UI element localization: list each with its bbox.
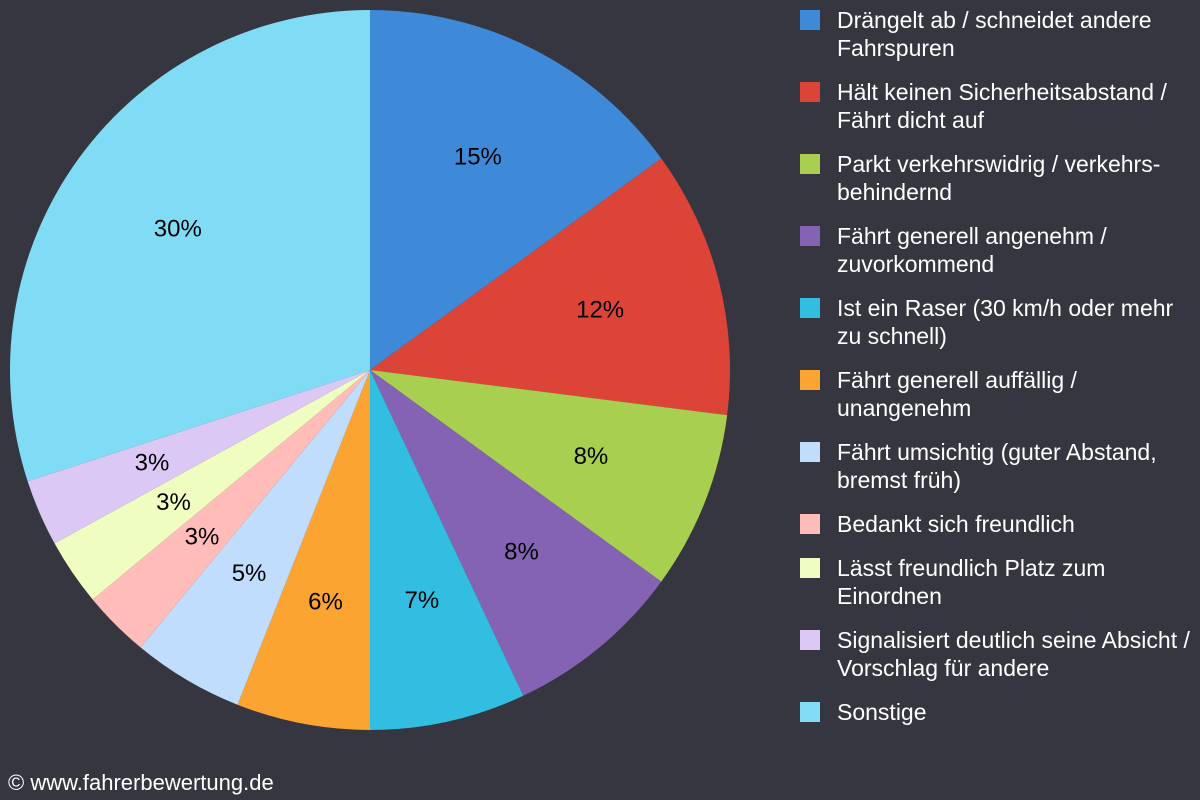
pie-slice xyxy=(370,370,662,696)
legend-label: Signalisiert deutlich seine Absicht / Vo… xyxy=(837,627,1190,681)
pie-area: 15% 12% 8% 8% 7% 6% 5% 3% 3% 3% 30% xyxy=(9,10,731,730)
legend-swatch xyxy=(800,298,820,318)
legend-item: Bedankt sich freundlich xyxy=(800,510,1192,538)
legend-item: Fährt generell auffällig / unangenehm xyxy=(800,366,1192,422)
slice-label: 8% xyxy=(574,443,609,470)
slice-label: 3% xyxy=(135,450,170,477)
slice-label: 15% xyxy=(454,144,502,171)
slice-label: 3% xyxy=(185,523,220,550)
legend-swatch xyxy=(800,558,820,578)
legend-swatch xyxy=(800,226,820,246)
legend-item: Parkt verkehrswidrig / verkehrs-behinder… xyxy=(800,150,1192,206)
legend-label: Hält keinen Sicherheitsabstand / Fährt d… xyxy=(837,79,1167,133)
legend-swatch xyxy=(800,630,820,650)
legend-label: Bedankt sich freundlich xyxy=(837,511,1075,537)
legend: Drängelt ab / schneidet andere Fahrspure… xyxy=(800,6,1192,726)
pie-slice xyxy=(237,370,370,730)
legend-item: Sonstige xyxy=(800,698,1192,726)
pie-slice xyxy=(27,370,370,544)
slice-label: 6% xyxy=(308,589,343,616)
legend-label: Fährt umsichtig (guter Abstand, bremst f… xyxy=(837,439,1157,493)
pie-slice xyxy=(54,370,370,600)
slice-label: 12% xyxy=(576,296,624,323)
legend-swatch xyxy=(800,154,820,174)
legend-swatch xyxy=(800,370,820,390)
legend-swatch xyxy=(800,702,820,722)
legend-item: Signalisiert deutlich seine Absicht / Vo… xyxy=(800,626,1192,682)
legend-item: Fährt umsichtig (guter Abstand, bremst f… xyxy=(800,438,1192,494)
legend-label: Drängelt ab / schneidet andere Fahrspure… xyxy=(837,7,1152,61)
legend-item: Hält keinen Sicherheitsabstand / Fährt d… xyxy=(800,78,1192,134)
legend-swatch xyxy=(800,10,820,30)
legend-item: Fährt generell angenehm / zuvorkommend xyxy=(800,222,1192,278)
slice-label: 3% xyxy=(156,489,191,516)
legend-swatch xyxy=(800,442,820,462)
pie-slice xyxy=(140,370,370,705)
legend-label: Sonstige xyxy=(837,699,927,725)
legend-label: Ist ein Raser (30 km/h oder mehr zu schn… xyxy=(837,295,1174,349)
legend-label: Parkt verkehrswidrig / verkehrs-behinder… xyxy=(837,151,1161,205)
legend-swatch xyxy=(800,514,820,534)
pie-slice xyxy=(370,158,731,416)
pie-slice xyxy=(370,10,662,370)
legend-label: Lässt freundlich Platz zum Einordnen xyxy=(837,555,1106,609)
legend-item: Drängelt ab / schneidet andere Fahrspure… xyxy=(800,6,1192,62)
slice-label: 8% xyxy=(504,538,539,565)
legend-item: Ist ein Raser (30 km/h oder mehr zu schn… xyxy=(800,294,1192,350)
legend-swatch xyxy=(800,82,820,102)
pie-slice xyxy=(370,370,524,730)
source: © www.fahrerbewertung.de xyxy=(8,770,274,795)
legend-label: Fährt generell angenehm / zuvorkommend xyxy=(837,223,1107,277)
slice-label: 5% xyxy=(232,560,267,587)
legend-label: Fährt generell auffällig / unangenehm xyxy=(837,367,1077,421)
slice-label: 30% xyxy=(154,216,202,243)
legend-item: Lässt freundlich Platz zum Einordnen xyxy=(800,554,1192,610)
slice-label: 7% xyxy=(404,587,439,614)
pie-slice xyxy=(370,370,728,582)
pie-slice xyxy=(92,370,370,648)
pie-slice xyxy=(9,10,371,482)
